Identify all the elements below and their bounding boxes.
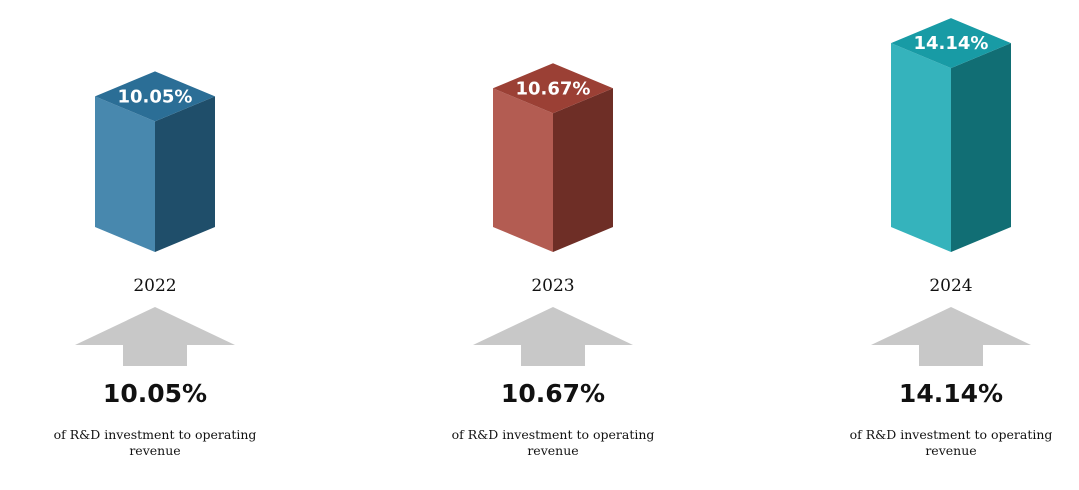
bar-top xyxy=(493,63,613,114)
bar-front xyxy=(493,88,553,252)
big-value: 10.05% xyxy=(103,379,207,408)
value-label: 10.05% xyxy=(118,86,193,107)
bar-side xyxy=(951,43,1011,253)
big-value: 14.14% xyxy=(899,379,1003,408)
value-label: 10.67% xyxy=(516,78,591,99)
x-tick-label: 2023 xyxy=(531,276,574,296)
arrow xyxy=(75,307,235,366)
bar-side xyxy=(553,88,613,252)
arrow xyxy=(473,307,633,366)
arrow xyxy=(871,307,1031,366)
bar-top xyxy=(95,71,215,122)
bar xyxy=(95,71,215,252)
bar-front xyxy=(891,43,951,253)
bar xyxy=(493,63,613,252)
big-value: 10.67% xyxy=(501,379,605,408)
bar xyxy=(891,18,1011,253)
x-tick-label: 2022 xyxy=(133,276,176,296)
bar-side xyxy=(155,96,215,252)
caption: of R&D investment to operating revenue xyxy=(451,427,655,458)
caption: of R&D investment to operating revenue xyxy=(53,427,257,458)
value-label: 14.14% xyxy=(914,33,989,54)
bar-front xyxy=(95,96,155,252)
caption: of R&D investment to operating revenue xyxy=(849,427,1053,458)
bar-top xyxy=(891,18,1011,69)
x-tick-label: 2024 xyxy=(929,276,972,296)
